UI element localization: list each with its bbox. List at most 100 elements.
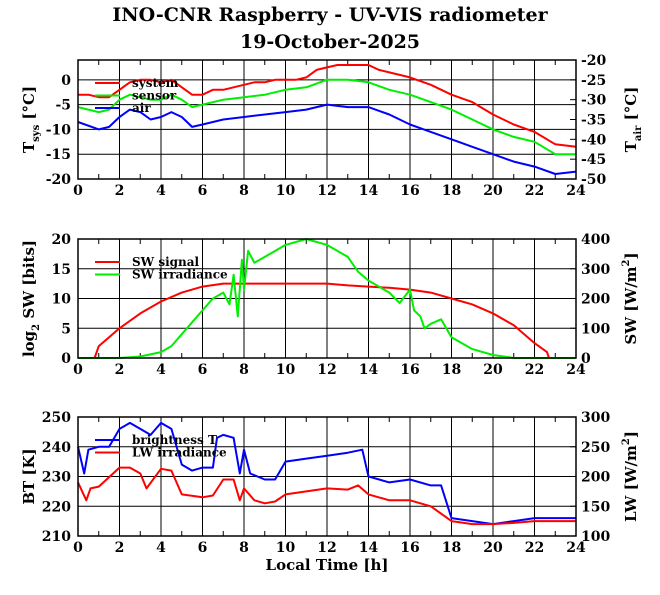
y2-axis-label-main: T	[622, 140, 640, 152]
legend-label: SW irradiance	[132, 268, 228, 282]
x-tick-label: 8	[239, 540, 249, 556]
y-axis-label-sub: 2	[31, 324, 42, 331]
y-axis-label-rest: SW [bits]	[20, 240, 38, 324]
y2-axis-label: LW [W/m2]	[621, 431, 640, 522]
y2-axis-label-sup: 2	[621, 259, 632, 266]
y2-axis-label-rest: ]	[622, 252, 640, 259]
y2-axis-label: SW [W/m2]	[621, 252, 640, 344]
x-tick-label: 16	[400, 362, 419, 378]
x-tick-label: 18	[442, 540, 461, 556]
x-tick-label: 14	[359, 183, 379, 199]
series-line-air	[77, 103, 577, 175]
y2-tick-label: 400	[581, 232, 610, 248]
x-tick-label: 2	[115, 183, 125, 199]
y-tick-label: -20	[46, 172, 72, 188]
y-tick-label: -15	[46, 147, 71, 163]
legend-label: brightness T	[132, 433, 217, 447]
y-tick-label: 5	[61, 321, 71, 337]
plot-frame	[77, 59, 577, 180]
y-tick-label: 15	[52, 262, 71, 278]
y2-tick-label: 250	[581, 440, 610, 456]
x-tick-label: 12	[317, 540, 336, 556]
y2-tick-label: 100	[581, 529, 610, 545]
x-tick-label: 10	[276, 183, 296, 199]
y-tick-label: -10	[46, 122, 72, 138]
plot-frame	[77, 238, 577, 359]
y2-tick-label: -35	[581, 113, 606, 129]
y2-tick-label: -20	[581, 53, 607, 69]
y-axis-label: BT [K]	[20, 448, 38, 504]
series-line-sw-signal	[93, 282, 550, 359]
y2-axis-label-rest: ]	[622, 431, 640, 438]
x-tick-label: 8	[239, 183, 249, 199]
x-tick-label: 24	[566, 362, 586, 378]
y-tick-label: -5	[55, 98, 71, 114]
x-tick-label: 24	[566, 183, 586, 199]
y2-tick-label: 0	[581, 351, 591, 367]
y2-tick-label: 300	[581, 410, 610, 426]
series-line-lw-irradiance	[77, 466, 576, 526]
chart-title: INO-CNR Raspberry - UV-VIS radiometer	[112, 4, 548, 26]
x-tick-label: 14	[359, 540, 379, 556]
legend-label: system	[132, 76, 179, 90]
x-tick-label: 22	[525, 540, 544, 556]
y-tick-label: 220	[42, 499, 71, 515]
series-line-sensor	[77, 78, 576, 156]
y2-tick-label: 300	[581, 262, 610, 278]
y2-tick-label: 200	[581, 470, 610, 486]
y-tick-label: 230	[42, 470, 71, 486]
legend-label: LW irradiance	[132, 446, 227, 460]
x-tick-label: 8	[239, 362, 249, 378]
x-tick-label: 18	[442, 362, 461, 378]
y2-axis-label: Tair [°C]	[622, 87, 644, 153]
x-tick-label: 10	[276, 540, 296, 556]
y-tick-label: 250	[42, 410, 71, 426]
series-line-system	[78, 64, 577, 148]
y-axis-label: Tsys [°C]	[20, 86, 42, 153]
x-tick-label: 6	[198, 183, 208, 199]
x-tick-label: 6	[198, 362, 208, 378]
y2-tick-label: -25	[581, 73, 606, 89]
x-tick-label: 12	[317, 183, 336, 199]
x-tick-label: 4	[156, 540, 166, 556]
x-tick-label: 2	[115, 540, 125, 556]
chart-subtitle: 19-October-2025	[240, 31, 420, 53]
legend-label: SW signal	[132, 255, 200, 269]
y-tick-label: 240	[42, 440, 71, 456]
x-tick-label: 20	[483, 183, 503, 199]
y-axis-label-main: T	[20, 141, 38, 153]
x-tick-label: 2	[115, 362, 125, 378]
x-tick-label: 4	[156, 183, 166, 199]
y-tick-label: 0	[61, 73, 71, 89]
y2-tick-label: -45	[581, 152, 606, 168]
y2-tick-label: -30	[581, 93, 607, 109]
x-tick-label: 16	[400, 540, 419, 556]
y2-tick-label: 200	[581, 292, 610, 308]
y-axis-label-sub: sys	[31, 124, 42, 141]
y-axis-label: log2 SW [bits]	[20, 240, 42, 357]
panel-1: 0 2 4 6 8 10 12 14 16 18 20 22 24-20-15-10-50-50-45-…	[20, 53, 644, 199]
y2-tick-label: -40	[581, 132, 607, 148]
x-tick-label: 4	[156, 362, 166, 378]
x-axis-label: Local Time [h]	[266, 556, 389, 574]
x-tick-label: 24	[566, 540, 586, 556]
x-tick-label: 20	[483, 362, 503, 378]
y-axis-label-rest: [°C]	[20, 86, 38, 125]
y2-axis-label-sup: 2	[621, 438, 632, 445]
x-tick-label: 6	[198, 540, 208, 556]
x-tick-label: 22	[525, 183, 544, 199]
panel-2: 0 2 4 6 8 10 12 14 16 18 20 22 240510152001002003004…	[20, 232, 640, 378]
x-tick-label: 14	[359, 362, 379, 378]
y2-tick-label: -50	[581, 172, 607, 188]
y2-tick-label: 100	[581, 321, 610, 337]
y-tick-label: 10	[52, 292, 72, 308]
x-tick-label: 22	[525, 362, 544, 378]
panel-3: 0 2 4 6 8 10 12 14 16 18 20 22 242102202302402501001…	[20, 410, 640, 574]
y2-axis-label-main: SW [W/m	[622, 266, 640, 344]
legend-label: sensor	[132, 89, 177, 103]
x-tick-label: 0	[73, 183, 83, 199]
x-tick-label: 0	[73, 540, 83, 556]
y-tick-label: 210	[42, 529, 71, 545]
y2-axis-label-main: LW [W/m	[622, 445, 640, 522]
